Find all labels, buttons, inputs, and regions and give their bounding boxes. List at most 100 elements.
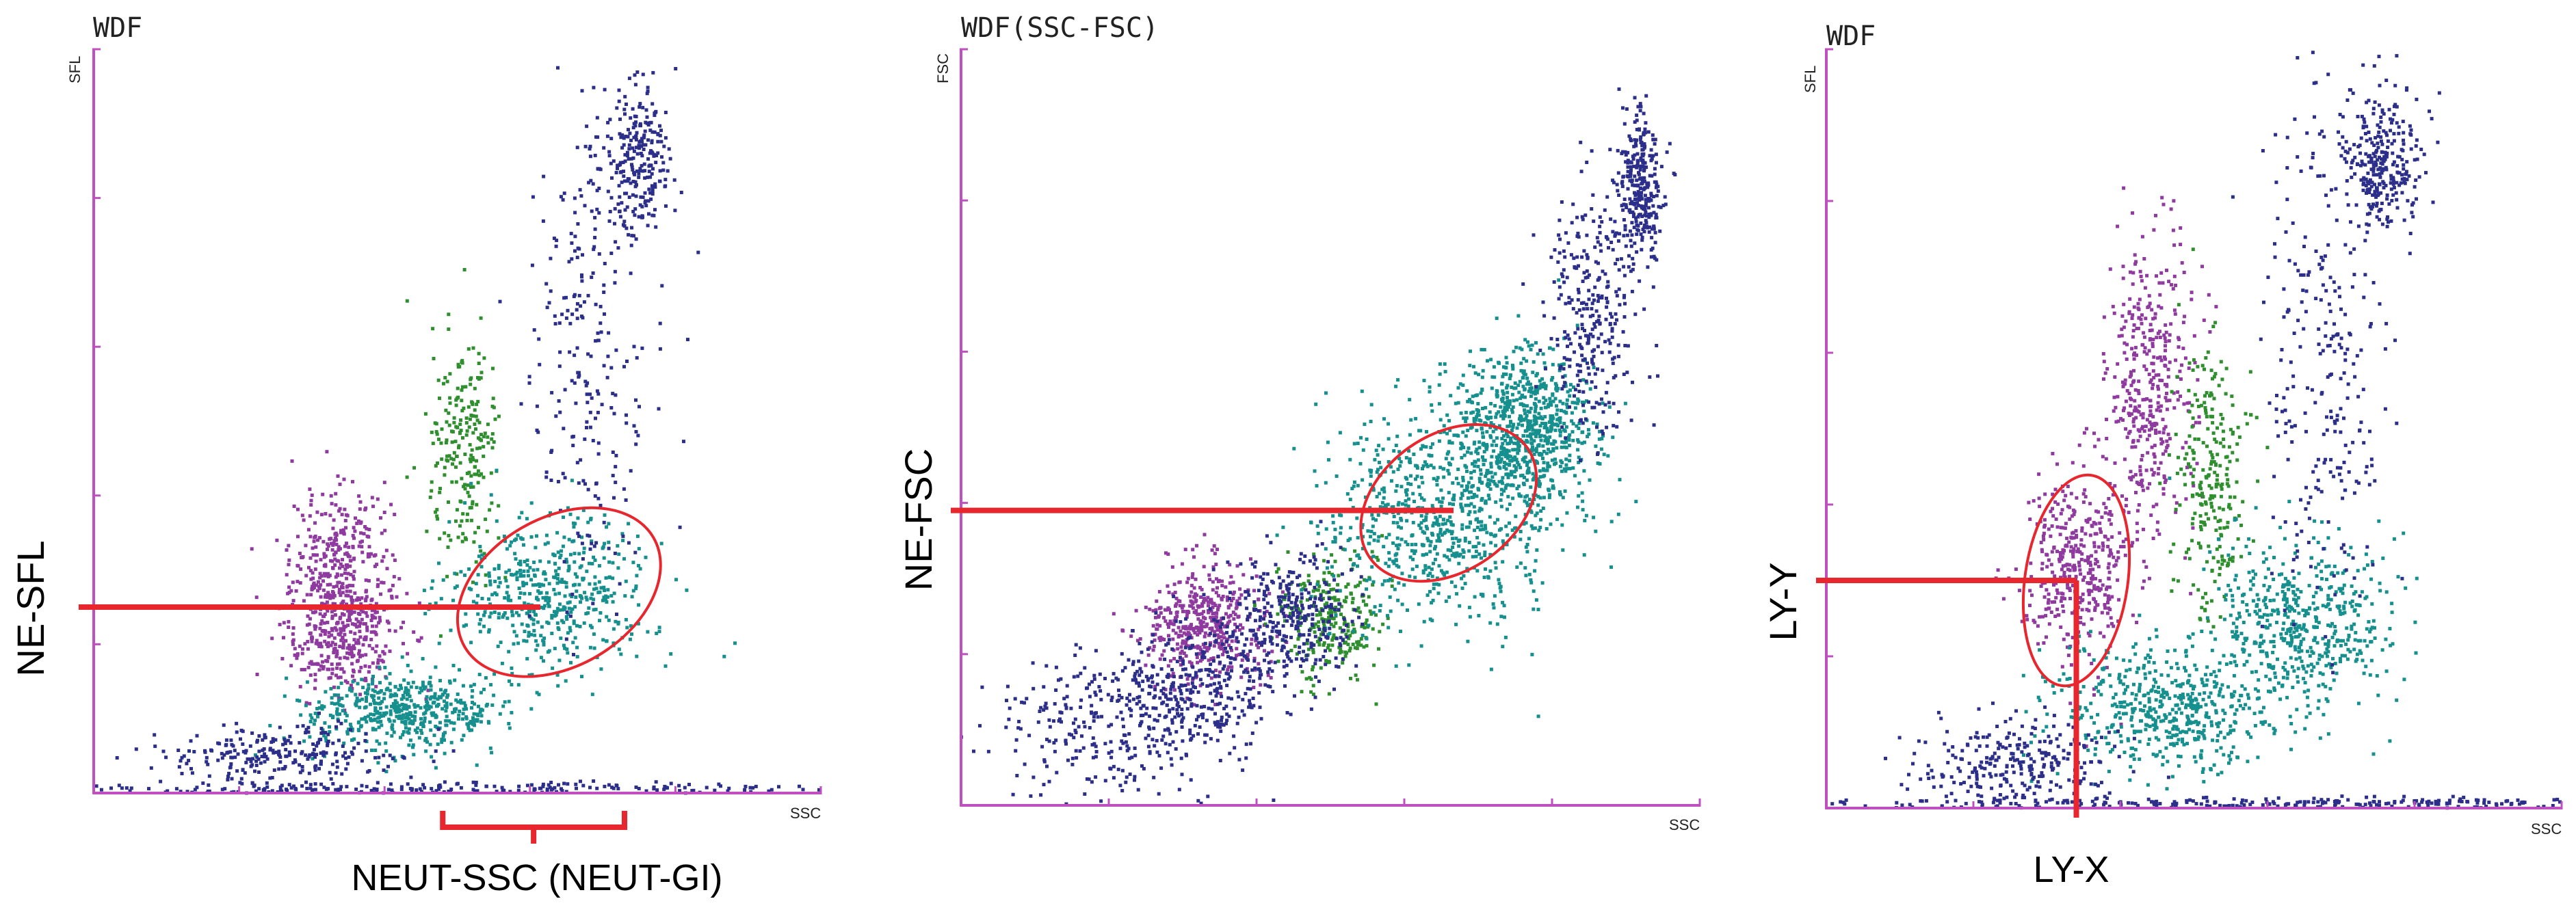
panel-1-series-3-point <box>566 631 570 635</box>
panel-2-series-3-point <box>1521 423 1524 427</box>
panel-1-series-1-point <box>308 514 312 518</box>
panel-1-series-3-point <box>507 699 511 703</box>
panel-1-series-4-point <box>556 480 560 483</box>
panel-2-series-3-point <box>1518 379 1522 384</box>
panel-1-series-4-point <box>386 764 390 768</box>
panel-1-series-3-point <box>623 594 627 598</box>
panel-2-series-2-point <box>1336 582 1340 587</box>
panel-1-series-3-point <box>373 749 378 752</box>
panel-2-series-3-point <box>1348 457 1352 461</box>
panel-2-series-1-point <box>1232 590 1236 594</box>
panel-1-series-4-point <box>207 774 211 778</box>
panel-2-series-3-point <box>1519 494 1523 498</box>
panel-2-series-2-point <box>1317 585 1322 589</box>
panel-1-series-1-point <box>424 697 428 701</box>
panel-2-series-3-point <box>1458 604 1462 608</box>
panel-2-series-3-point <box>1438 372 1442 376</box>
panel-1-series-4-point <box>602 364 606 368</box>
panel-1-series-3-point <box>484 676 488 680</box>
panel-1-series-4-point <box>216 758 220 762</box>
panel-2-series-3-point <box>1515 442 1519 446</box>
panel-1-series-1-point <box>342 670 346 674</box>
panel-1-series-4-point <box>294 788 298 792</box>
panel-1-series-4-point <box>571 444 575 448</box>
panel-2-series-3-point <box>1531 428 1535 432</box>
panel-1-series-1-point <box>338 547 342 551</box>
panel-1-series-3-point <box>562 620 566 624</box>
panel-1-series-2-point <box>456 365 460 369</box>
panel-1-series-3-point <box>420 731 424 735</box>
panel-1-series-3-point <box>479 714 484 718</box>
panel-1-series-3-point <box>323 721 327 725</box>
panel-1-series-3-point <box>560 580 564 584</box>
panel-2-series-1-point <box>1183 640 1187 644</box>
panel-2-series-3-point <box>1499 459 1503 463</box>
panel-2-series-3-point <box>1395 563 1399 567</box>
panel-1-series-1-point <box>426 688 430 693</box>
panel-2-series-3-point <box>1533 526 1537 530</box>
panel-1-series-3-point <box>365 720 369 724</box>
panel-1-series-3-point <box>411 743 415 747</box>
panel-2-series-3-point <box>1493 521 1497 525</box>
panel-1-series-3-point <box>282 694 287 698</box>
panel-1-series-1-point <box>333 557 337 561</box>
panel-2-series-3-point <box>1325 566 1329 570</box>
panel-1-series-4-point <box>655 788 659 792</box>
panel-1-series-3-point <box>437 695 441 699</box>
panel-1-series-4-point <box>402 756 406 760</box>
panel-2-series-3-point <box>1524 545 1528 549</box>
panel-2-series-2-point <box>1338 626 1342 630</box>
panel-2-series-1-point <box>1171 628 1175 632</box>
panel-2-series-3-point <box>1454 622 1458 626</box>
panel-2-series-3-point <box>1460 484 1464 488</box>
panel-1-series-3-point <box>544 533 549 537</box>
panel-1-series-1-point <box>358 693 362 697</box>
panel-1-series-3-point <box>542 659 545 663</box>
panel-2-series-2-point <box>1276 659 1280 663</box>
panel-1-series-4-point <box>663 111 668 114</box>
panel-1-series-4-point <box>326 787 330 791</box>
panel-2-series-2-point <box>1365 644 1369 648</box>
panel-2-series-1-point <box>1215 548 1219 552</box>
panel-1-series-3-point <box>601 638 605 642</box>
panel-1-series-3-point <box>464 623 468 627</box>
panel-1-series-3-point <box>464 715 469 719</box>
panel-2-series-3-point <box>1465 488 1469 492</box>
panel-1-series-4-point <box>423 786 427 790</box>
panel-2-series-3-point <box>1438 539 1442 543</box>
panel-2-series-1-point <box>1213 604 1218 607</box>
panel-1-series-1-point <box>341 591 345 595</box>
panel-1-series-1-point <box>349 630 353 634</box>
panel-1-series-4-point <box>557 321 562 325</box>
panel-1-series-3-point <box>479 690 483 695</box>
panel-1-series-4-point <box>650 192 655 196</box>
panel-1-series-3-point <box>333 702 337 706</box>
panel-2-series-1-point <box>1120 628 1125 632</box>
panel-1-series-1-point <box>282 621 286 625</box>
panel-2-series-3-point <box>1451 502 1455 507</box>
panel-1-series-4-point <box>614 453 618 457</box>
panel-1-series-3-point <box>419 706 423 710</box>
panel-2-series-1-point <box>1235 602 1239 606</box>
panel-2-series-3-point <box>1450 530 1454 534</box>
panel-2-series-3-point <box>1583 518 1587 522</box>
panel-1-series-3-point <box>449 721 453 725</box>
panel-2-series-3-point <box>1565 467 1569 471</box>
panel-2-series-3-point <box>1486 481 1490 485</box>
panel-2-series-3-point <box>1506 435 1510 438</box>
panel-2-series-3-point <box>1527 572 1532 576</box>
panel-1-series-3-point <box>419 686 423 690</box>
panel-2-series-3-point <box>1361 634 1365 637</box>
panel-2-series-3-point <box>1534 406 1538 410</box>
panel-2-series-2-point <box>1323 603 1327 607</box>
panel-1-series-3-point <box>663 664 668 668</box>
panel-1-series-4-point <box>583 144 588 148</box>
panel-2-series-3-point <box>1546 438 1550 442</box>
panel-1-series-2-point <box>492 405 496 410</box>
panel-1-series-3-point <box>607 522 611 526</box>
panel-1-series-3-point <box>472 721 476 725</box>
panel-1-series-4-point <box>566 782 570 786</box>
panel-1-series-4-point <box>229 762 233 766</box>
panel-1-series-1-point <box>318 576 322 580</box>
panel-1-series-4-point <box>298 770 302 775</box>
